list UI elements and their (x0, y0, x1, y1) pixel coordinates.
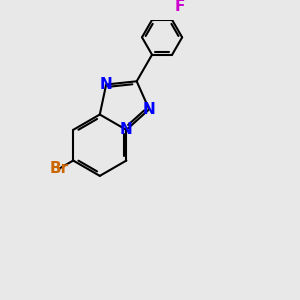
Text: F: F (175, 0, 185, 14)
Text: N: N (100, 77, 112, 92)
Text: N: N (120, 122, 133, 137)
Text: Br: Br (49, 161, 68, 176)
Text: N: N (143, 102, 155, 117)
